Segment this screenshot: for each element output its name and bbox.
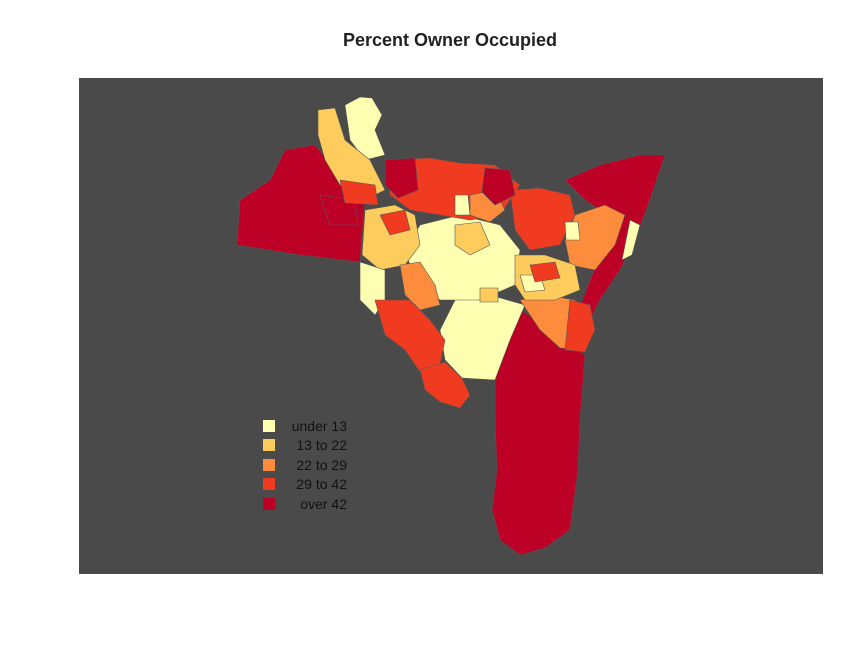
tract-pocket-9 (481, 167, 516, 206)
legend-label: 29 to 42 (296, 476, 347, 493)
legend-item: under 13 (263, 416, 347, 436)
tract-north-light (344, 96, 386, 161)
legend-label: 13 to 22 (296, 437, 347, 454)
tract-pocket-7 (339, 179, 379, 206)
tract-pocket-11 (564, 221, 581, 241)
tract-southwest-red (374, 299, 446, 373)
map-title: Percent Owner Occupied (342, 30, 558, 50)
legend-swatch (263, 419, 275, 432)
tract-pocket-12 (529, 261, 561, 283)
tract-east-light (621, 219, 641, 261)
legend-label: 22 to 29 (296, 456, 347, 473)
tract-mid-west-orange (399, 261, 441, 311)
legend-swatch (263, 478, 275, 491)
legend-label: under 13 (291, 417, 347, 434)
tract-pocket-8 (384, 157, 419, 199)
tract-south-red (419, 361, 471, 409)
tract-pocket-10 (379, 209, 411, 236)
legend: under 13 13 to 22 22 to 29 29 to 42 over… (263, 416, 347, 514)
legend-swatch (263, 458, 275, 471)
legend-item: 22 to 29 (263, 455, 347, 475)
legend-item: over 42 (263, 494, 347, 514)
legend-label: over 42 (300, 495, 347, 512)
legend-item: 13 to 22 (263, 436, 347, 456)
tract-southeast-red (564, 299, 596, 353)
tract-pocket-5 (454, 194, 471, 216)
tract-east-orange (564, 204, 626, 271)
tract-pocket-3 (479, 287, 499, 303)
legend-swatch (263, 439, 275, 452)
tract-pocket-2 (454, 221, 491, 256)
legend-item: 29 to 42 (263, 475, 347, 495)
legend-swatch (263, 497, 275, 510)
